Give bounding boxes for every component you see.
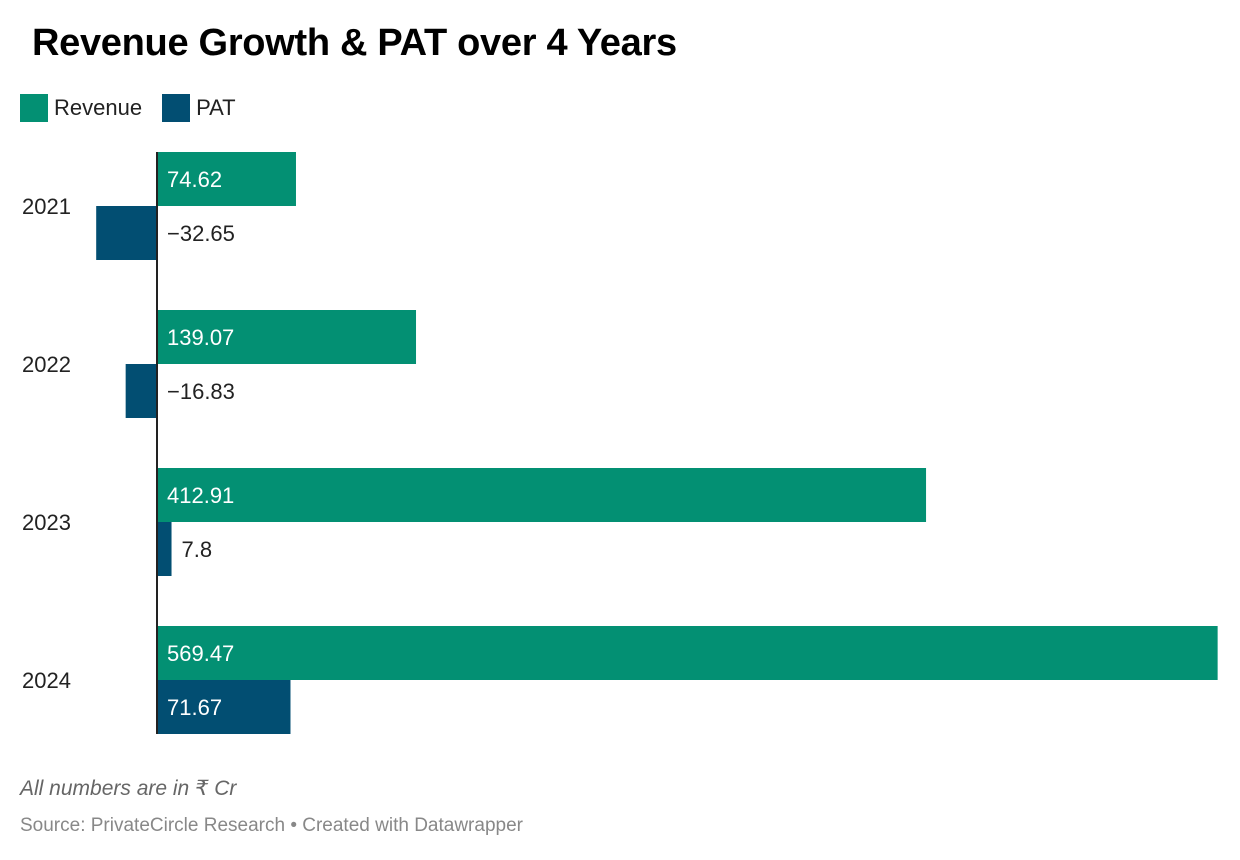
- legend-label-revenue: Revenue: [54, 95, 143, 120]
- value-label-revenue-2023: 412.91: [167, 483, 234, 508]
- bar-revenue-2022: [157, 310, 417, 364]
- value-label-pat-2023: 7.8: [182, 537, 213, 562]
- category-label-2024: 2024: [22, 668, 71, 693]
- value-label-pat-2022: −16.83: [167, 379, 235, 404]
- legend-swatch-pat: [162, 94, 191, 122]
- value-label-revenue-2022: 139.07: [167, 325, 234, 350]
- bar-pat-2021: [96, 206, 157, 260]
- bar-revenue-2023: [157, 468, 927, 522]
- legend-swatch-revenue: [20, 94, 48, 122]
- footnote: All numbers are in ₹ Cr: [20, 777, 237, 800]
- bar-pat-2023: [157, 522, 172, 576]
- legend-label-pat: PAT: [196, 95, 236, 120]
- value-label-pat-2024: 71.67: [167, 695, 222, 720]
- bar-pat-2024: [157, 680, 291, 734]
- category-label-2023: 2023: [22, 510, 71, 535]
- chart-title: Revenue Growth & PAT over 4 Years: [32, 22, 677, 64]
- legend-item-revenue: Revenue: [20, 94, 142, 122]
- value-label-revenue-2021: 74.62: [167, 167, 222, 192]
- value-label-pat-2021: −32.65: [167, 221, 235, 246]
- source-note: Source: PrivateCircle Research • Created…: [20, 815, 523, 836]
- legend: Revenue PAT: [20, 94, 236, 122]
- category-label-2022: 2022: [22, 352, 71, 377]
- bar-pat-2022: [125, 364, 157, 418]
- legend-item-pat: PAT: [162, 94, 236, 122]
- value-label-revenue-2024: 569.47: [167, 641, 234, 666]
- category-label-2021: 2021: [22, 194, 71, 219]
- bar-revenue-2024: [157, 626, 1218, 680]
- bar-revenue-2021: [157, 152, 296, 206]
